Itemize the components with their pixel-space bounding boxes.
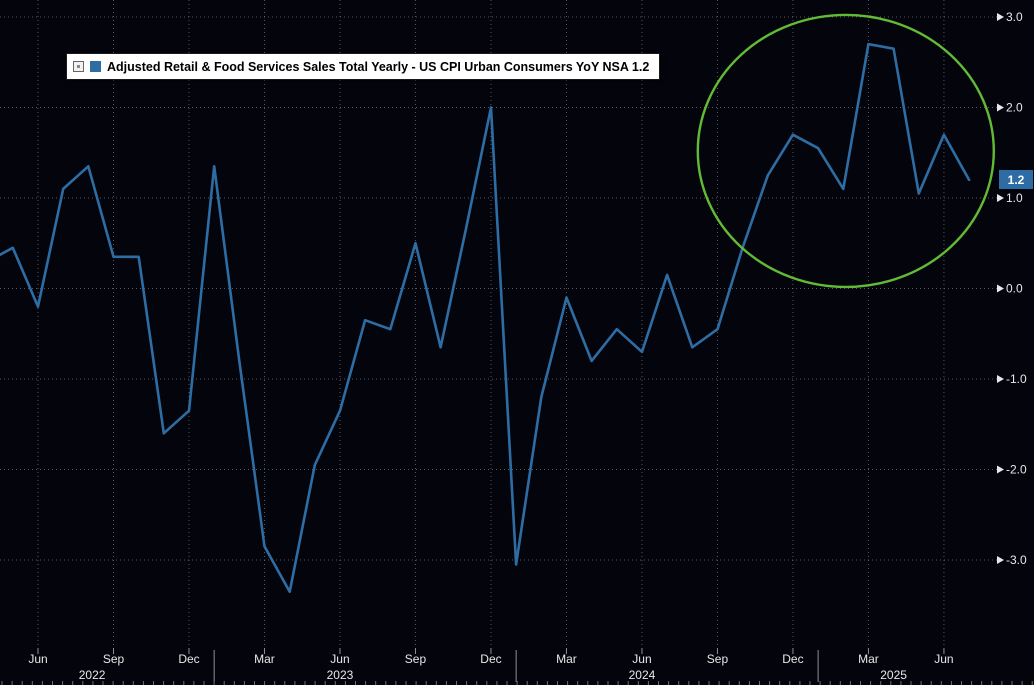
- x-axis-month-label: Jun: [632, 652, 651, 666]
- last-value-badge: 1.2: [999, 170, 1033, 190]
- y-tick-arrow-icon: [997, 13, 1004, 21]
- x-axis-month-label: Dec: [782, 652, 803, 666]
- x-axis-year-label: 2022: [79, 668, 106, 682]
- x-axis-month-label: Dec: [480, 652, 501, 666]
- y-axis-label: -2.0: [1006, 463, 1027, 477]
- y-axis-label: 3.0: [1006, 10, 1023, 24]
- series-color-swatch: [90, 61, 101, 72]
- x-axis-year-label: 2023: [327, 668, 354, 682]
- x-axis-year-label: 2025: [880, 668, 907, 682]
- highlight-ellipse: [696, 13, 995, 289]
- y-tick-arrow-icon: [997, 103, 1004, 112]
- series-line[interactable]: [0, 42, 971, 594]
- x-axis-month-label: Dec: [178, 652, 199, 666]
- x-axis-month-label: Jun: [330, 652, 349, 666]
- x-axis-year-label: 2024: [629, 668, 656, 682]
- y-tick-arrow-icon: [997, 284, 1004, 293]
- x-axis-month-label: Sep: [103, 652, 125, 666]
- x-axis-month-label: Sep: [405, 652, 427, 666]
- y-axis-label: -1.0: [1006, 372, 1027, 386]
- x-axis-month-label: Sep: [707, 652, 729, 666]
- x-axis-month-label: Jun: [934, 652, 953, 666]
- y-tick-arrow-icon: [997, 194, 1004, 202]
- y-axis-label: 1.0: [1006, 191, 1023, 205]
- y-tick-arrow-icon: [997, 375, 1004, 383]
- y-tick-arrow-icon: [997, 465, 1004, 474]
- x-axis-month-label: Mar: [254, 652, 275, 666]
- y-tick-arrow-icon: [997, 556, 1004, 564]
- x-axis-month-label: Mar: [556, 652, 577, 666]
- y-axis-label: 0.0: [1006, 282, 1023, 296]
- series-label: Adjusted Retail & Food Services Sales To…: [107, 59, 650, 74]
- x-axis-month-label: Jun: [28, 652, 47, 666]
- x-axis-month-label: Mar: [858, 652, 879, 666]
- legend[interactable]: Adjusted Retail & Food Services Sales To…: [66, 53, 661, 80]
- y-axis-label: -3.0: [1006, 553, 1027, 567]
- expand-icon[interactable]: [73, 61, 84, 72]
- y-axis-label: 2.0: [1006, 101, 1023, 115]
